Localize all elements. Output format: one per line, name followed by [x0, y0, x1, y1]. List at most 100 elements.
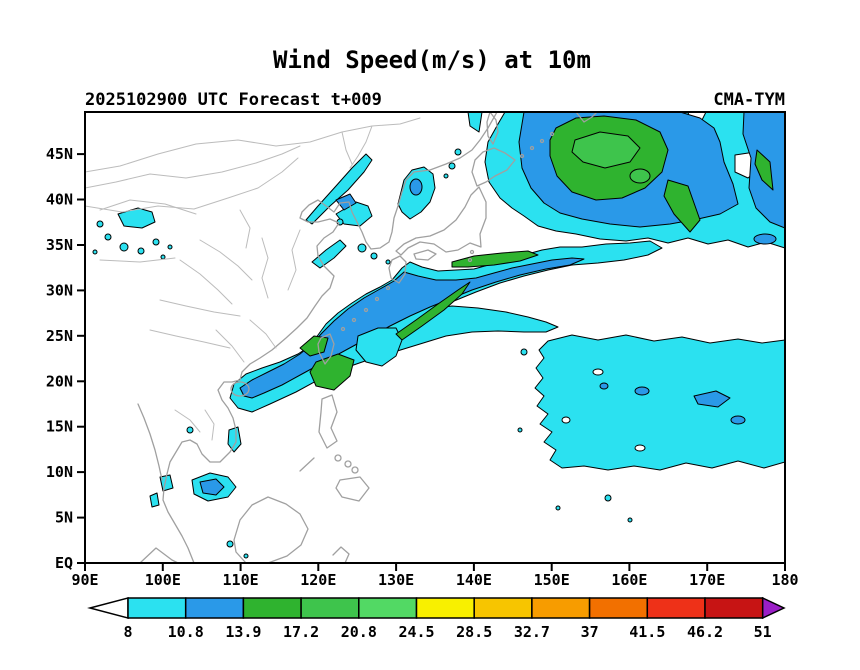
- contour-bohai-streak: [305, 153, 373, 225]
- border-indochina-2: [204, 409, 215, 441]
- colorbar-seg-9: [588, 597, 649, 619]
- coast-honshu: [395, 186, 487, 256]
- cb-label-32-7: 32.7: [514, 623, 550, 641]
- cb-label-17-2: 17.2: [283, 623, 319, 641]
- border-mongolia-south: [85, 157, 299, 213]
- cb-label-20-8: 20.8: [341, 623, 377, 641]
- coast-mindanao: [335, 476, 370, 502]
- x-tick-100e: 100E: [145, 571, 181, 589]
- border-province-7: [239, 209, 251, 249]
- colorbar-seg-3: [242, 597, 302, 619]
- contour-blue-spot-right-edge: [753, 233, 777, 245]
- y-tick-15n: 15N: [46, 418, 73, 436]
- coast-luzon: [318, 394, 338, 449]
- border-indochina-1: [174, 409, 201, 433]
- contour-lightgreen-spot: [629, 168, 651, 184]
- coast-kuril-2: [529, 145, 535, 151]
- colorbar-seg-6: [415, 597, 475, 619]
- contour-plateau-patch: [117, 207, 156, 229]
- x-tick-160e: 160E: [611, 571, 647, 589]
- y-tick-25n: 25N: [46, 327, 73, 345]
- colorbar-under-arrow: [87, 597, 129, 619]
- contour-green-corner: [754, 149, 774, 191]
- coast-izu-2: [467, 257, 473, 263]
- coast-sulawesi: [332, 546, 350, 563]
- coast-kuril-1: [519, 153, 525, 159]
- border-group: [85, 117, 421, 441]
- border-ne-china-1: [349, 125, 373, 169]
- colorbar-seg-11: [704, 597, 764, 619]
- colorbar-seg-10: [646, 597, 706, 619]
- x-tick-140e: 140E: [456, 571, 492, 589]
- x-tick-170e: 170E: [689, 571, 725, 589]
- colorbar-seg-5: [358, 597, 418, 619]
- hole-tropics-3: [634, 444, 646, 452]
- cb-label-51: 51: [754, 623, 772, 641]
- coast-hokkaido: [471, 147, 516, 187]
- contour-band-inner-cyan-hole: [355, 327, 403, 367]
- hole-tropics-1: [592, 368, 604, 376]
- coast-izu-1: [469, 249, 475, 255]
- coast-kamchatka: [575, 112, 598, 123]
- colorbar-seg-4: [300, 597, 360, 619]
- colorbar-seg-2: [184, 597, 245, 619]
- border-province-5: [261, 237, 269, 299]
- border-province-2: [179, 259, 233, 305]
- cb-label-37: 37: [581, 623, 599, 641]
- colorbar-seg-7: [473, 597, 533, 619]
- colorbar-seg-1: [127, 597, 187, 619]
- coast-kuril-3: [539, 138, 545, 144]
- border-province-8: [215, 329, 245, 363]
- coastline-group: [137, 112, 598, 563]
- contour-vietnam-coast-patch: [227, 426, 242, 453]
- contour-tropics-blue-1: [634, 386, 650, 396]
- contour-sea-of-japan-blue: [409, 178, 423, 196]
- contour-green-finger: [663, 179, 701, 233]
- y-tick-45n: 45N: [46, 145, 73, 163]
- contour-south-honshu-green: [451, 250, 539, 268]
- border-russia-china: [85, 117, 421, 173]
- coast-myanmar: [137, 403, 163, 481]
- border-province-3: [159, 299, 241, 317]
- contour-malay-patch: [149, 492, 160, 508]
- y-tick-40n: 40N: [46, 191, 73, 209]
- coast-borneo: [233, 496, 309, 563]
- wind-field-layers: [92, 112, 785, 559]
- border-province-9: [249, 319, 277, 349]
- cb-label-28-5: 28.5: [456, 623, 492, 641]
- coast-sumatra: [139, 547, 179, 563]
- y-axis: 45N 40N 35N 30N 25N 20N 15N 10N 5N EQ: [46, 145, 85, 572]
- x-tick-90e: 90E: [71, 571, 98, 589]
- x-tick-180: 180: [771, 571, 798, 589]
- coast-visayas-2: [344, 460, 352, 468]
- y-tick-35n: 35N: [46, 236, 73, 254]
- coast-ryukyu-3: [363, 307, 369, 313]
- contour-tropics-blue-4: [599, 382, 609, 390]
- coast-ryukyu-2: [374, 296, 380, 302]
- colorbar-over-arrow: [761, 596, 786, 620]
- coast-taiwan: [317, 333, 335, 365]
- colorbar: 8 10.8 13.9 17.2 20.8 24.5 28.5 32.7 37 …: [87, 596, 786, 641]
- contour-taiwan-south-green: [309, 353, 355, 391]
- colorbar-seg-8: [531, 597, 591, 619]
- coast-sakhalin: [486, 112, 499, 145]
- coast-ryukyu-1: [385, 285, 391, 291]
- y-tick-eq: EQ: [55, 554, 73, 572]
- x-tick-110e: 110E: [223, 571, 259, 589]
- border-tibet-2: [99, 257, 176, 263]
- contour-band-diagonal-green: [395, 281, 471, 341]
- y-tick-20n: 20N: [46, 372, 73, 390]
- contour-nw-pacific-lightgreen: [571, 131, 641, 169]
- contour-okhotsk-patch: [467, 112, 483, 133]
- contour-tropical-pacific-cyan: [534, 334, 785, 471]
- y-tick-5n: 5N: [55, 509, 73, 527]
- page-title: Wind Speed(m/s) at 10m: [273, 46, 591, 74]
- coast-mainland-asia: [162, 112, 498, 563]
- contour-taiwan-west-green: [299, 335, 329, 357]
- cb-label-24-5: 24.5: [398, 623, 434, 641]
- coast-ryukyu-5: [340, 326, 346, 332]
- cb-label-8: 8: [123, 623, 132, 641]
- coast-ryukyu-4: [351, 317, 357, 323]
